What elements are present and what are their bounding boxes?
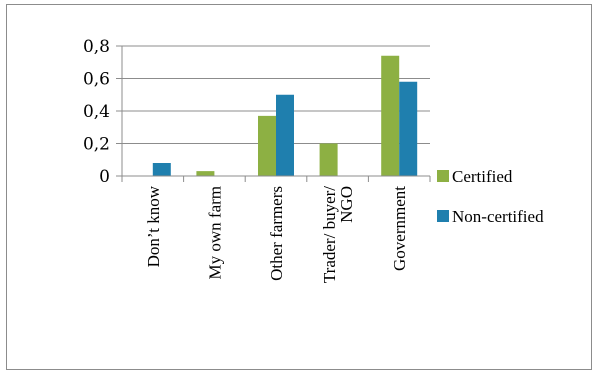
legend-swatch-certified [437,170,449,182]
legend-label: Certified [452,167,513,186]
x-category-label: Trader/ buyer/NGO [320,186,356,283]
bar-certified [196,171,215,176]
y-axis-ticks: 0 0,2 0,4 0,6 0,8 [83,37,110,187]
y-tick-label: 0,4 [83,102,110,122]
bar-non-certified [399,81,418,176]
bar-certified [381,55,400,176]
legend-label: Non-certified [452,207,544,226]
y-tick-label: 0 [99,167,110,187]
y-tick-label: 0,2 [83,135,110,155]
y-tick-label: 0,6 [83,70,110,90]
x-category-label: My own farm [205,186,224,279]
chart-frame [6,4,592,370]
bar-non-certified [276,94,294,176]
legend: Certified Non-certified [437,167,544,226]
bars [152,55,418,176]
legend-swatch-non-certified [437,210,449,222]
x-category-label: Don’t know [144,185,163,267]
x-category-label: Other farmers [267,186,286,281]
axes [121,46,431,182]
x-category-label: Government [390,186,409,271]
y-tick-label: 0,8 [83,37,110,57]
bar-certified [319,143,338,176]
x-axis-categories: Don’t know My own farm Other farmers Trader… [144,185,409,283]
bar-non-certified [152,163,171,176]
bar-certified [258,115,276,176]
